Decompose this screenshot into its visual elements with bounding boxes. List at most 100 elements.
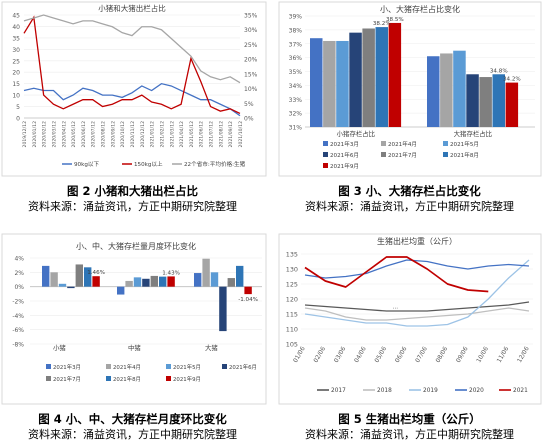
- y-tick-label: 35: [12, 35, 20, 42]
- category-label: 小猪: [53, 343, 66, 352]
- legend-label: 2021年9月: [173, 375, 201, 383]
- data-label: 38.2%: [373, 21, 391, 27]
- bar-1-3: [466, 74, 479, 127]
- legend-label: 2021年3月: [53, 363, 81, 371]
- y2-tick-label: 0%: [244, 116, 254, 123]
- x-tick-label: 2019/12/12: [22, 121, 28, 148]
- y-tick-label: 35%: [289, 69, 303, 76]
- series-line-0: [23, 82, 241, 117]
- bar-0-2: [58, 283, 67, 287]
- bar-1-5: [159, 276, 167, 287]
- data-label: 1.46%: [87, 270, 105, 276]
- chart-title: 生猪出栏均重（公斤）: [377, 236, 457, 246]
- bar-1-1: [125, 280, 133, 287]
- legend-label: 2021年3月: [330, 140, 359, 148]
- bar-0-3: [67, 286, 75, 289]
- chart-small-large-pig-slaughter: 小猪和大猪出栏占比 0 5 10 15 20 25 30 35 40 45 0% 5% 10% 15% 20%…: [1, 1, 267, 177]
- x-tick-label: 2020/06/12: [81, 121, 87, 148]
- y2-tick-label: 5%: [244, 101, 254, 108]
- legend-swatch: [323, 163, 328, 168]
- legend-swatch: [381, 152, 386, 157]
- bar-0-4: [362, 28, 375, 127]
- x-tick-label: 2020/10/12: [120, 121, 126, 148]
- bar-2-5: [236, 265, 244, 287]
- legend-label: 2021年9月: [330, 162, 359, 170]
- bar-0-4: [75, 264, 83, 287]
- fig2-title: 图 2 小猪和大猪出栏占比: [66, 184, 198, 198]
- y-tick-label: 5: [16, 104, 20, 111]
- chart-panel-3: 小、中、大猪存栏量月度环比变化 4% 2% 0% -2% -4% -6% -8% 1.46% 1.…: [0, 232, 268, 406]
- category-label: 中猪: [128, 343, 141, 352]
- y-tick-label: 105: [286, 341, 298, 349]
- series-line-0: [304, 301, 530, 312]
- chart-frame: [278, 233, 542, 405]
- chart-title: 小猪和大猪出栏占比: [98, 3, 166, 13]
- data-label: 34.2%: [503, 77, 521, 83]
- y-tick-label: -4%: [12, 313, 24, 320]
- legend-label: 2021年5月: [450, 140, 479, 148]
- bar-1-6: [167, 276, 175, 287]
- bar-2-4: [227, 278, 235, 287]
- bar-1-4: [479, 77, 492, 127]
- legend-label: 2021年5月: [173, 363, 201, 371]
- legend-label: 2021年7月: [53, 375, 81, 383]
- y-tick-label: 25: [12, 58, 20, 65]
- category-label: 大猪: [205, 343, 218, 352]
- y-tick-label: 33%: [289, 97, 303, 104]
- bar-0-1: [323, 40, 336, 127]
- caption-fig2: 图 2 小猪和大猪出栏占比 资料来源：涌益资讯，方正中期研究院整理: [0, 183, 265, 215]
- legend-label: 2021年4月: [113, 363, 141, 371]
- legend-swatch: [381, 141, 386, 146]
- chart-title: 小、大猪存栏占比变化: [380, 4, 460, 14]
- bar-2-3: [219, 286, 227, 332]
- x-tick-label: 2021/08/12: [218, 121, 224, 148]
- bar-2-1: [202, 258, 210, 287]
- y-tick-label: 125: [286, 281, 298, 289]
- data-label: 38.5%: [386, 17, 404, 23]
- series-line-4: [304, 256, 489, 293]
- x-tick-label: 2021/06/12: [199, 121, 205, 148]
- legend-swatch: [46, 364, 51, 369]
- y-tick-label: 115: [286, 311, 298, 319]
- bar-0-6: [92, 276, 100, 287]
- bar-2-6: [244, 286, 252, 295]
- legend-label: 2021年6月: [229, 363, 257, 371]
- fig3-source: 资料来源：涌益资讯，方正中期研究院整理: [305, 200, 514, 213]
- y-tick-label: 34%: [289, 83, 303, 90]
- chart-title: 小、中、大猪存栏量月度环比变化: [76, 241, 196, 251]
- x-tick-label: 2020/05/12: [71, 121, 77, 148]
- y-tick-label: 30: [12, 47, 20, 54]
- chart-panel-1: 小猪和大猪出栏占比 0 5 10 15 20 25 30 35 40 45 0% 5% 10% 15% 20%…: [0, 0, 268, 178]
- chart-panel-2: 小、大猪存栏占比变化 31% 32% 33% 34% 35% 36% 37% 38% 39% 38.…: [277, 0, 543, 178]
- bar-0-2: [336, 40, 349, 127]
- y-tick-label: 0%: [14, 284, 24, 291]
- legend-swatch: [323, 141, 328, 146]
- bar-0-3: [349, 32, 362, 127]
- caption-fig3: 图 3 小、大猪存栏占比变化 资料来源：涌益资讯，方正中期研究院整理: [277, 183, 542, 215]
- legend-label: 22个省市:平均价格:生猪: [184, 160, 246, 168]
- series-line-1: [304, 307, 530, 321]
- legend-swatch: [46, 376, 51, 381]
- fig5-source: 资料来源：涌益资讯，方正中期研究院整理: [305, 428, 514, 441]
- bar-0-5: [375, 27, 388, 128]
- x-tick-label: 2020/08/12: [101, 121, 107, 148]
- y2-tick-label: 15%: [244, 71, 258, 78]
- bar-1-1: [440, 53, 453, 127]
- bar-0-1: [50, 272, 58, 287]
- data-label: -1.04%: [238, 297, 258, 303]
- fig4-source: 资料来源：涌益资讯，方正中期研究院整理: [28, 428, 237, 441]
- y-tick-label: 40: [12, 24, 20, 31]
- y-tick-label: 36%: [289, 55, 303, 62]
- legend-swatch: [166, 376, 171, 381]
- y-tick-label: -2%: [12, 299, 24, 306]
- legend-label: 2021年8月: [450, 151, 479, 159]
- legend-label: 2019: [423, 388, 438, 394]
- x-tick-label: 2020/09/12: [110, 121, 116, 148]
- chart-monthly-change: 小、中、大猪存栏量月度环比变化 4% 2% 0% -2% -4% -6% -8% 1.46% 1.…: [1, 233, 267, 405]
- x-tick-label: 2021/03/12: [169, 121, 175, 148]
- legend-label: 2020: [469, 388, 484, 394]
- bar-0-0: [310, 38, 323, 128]
- y-tick-label: 45: [12, 13, 20, 20]
- legend-label: 90kg以下: [74, 161, 100, 168]
